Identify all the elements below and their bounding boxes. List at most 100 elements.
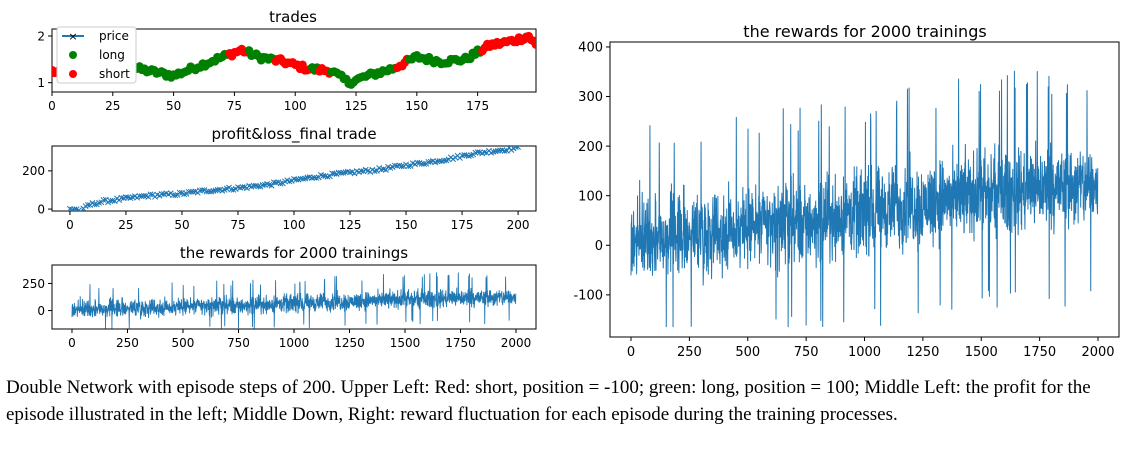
pnl-point bbox=[371, 168, 378, 175]
pnl-xtick-label: 100 bbox=[283, 218, 306, 232]
pnl-point bbox=[418, 160, 425, 167]
pnl-point bbox=[492, 148, 499, 155]
pnl-point bbox=[320, 172, 327, 179]
rewards-small-series-line bbox=[71, 272, 517, 329]
rewards-small-xtick-label: 0 bbox=[68, 336, 76, 350]
trades-xtick-label: 100 bbox=[284, 99, 307, 113]
pnl-point bbox=[268, 182, 275, 189]
pnl-point bbox=[414, 159, 421, 166]
rewards-large-xtick-label: 1000 bbox=[848, 345, 881, 360]
pnl-ytick-label: 0 bbox=[37, 202, 45, 216]
pnl-point bbox=[293, 176, 300, 183]
rewards-large-xtick-label: 1750 bbox=[1023, 345, 1056, 360]
pnl-point bbox=[107, 197, 114, 204]
pnl-axis-ticks: 0 25 50 75 100 125 150 175 200 0 200 bbox=[22, 164, 529, 232]
pnl-point bbox=[84, 201, 91, 208]
pnl-xtick-label: 25 bbox=[118, 218, 133, 232]
pnl-point bbox=[199, 187, 206, 194]
rewards-large-plot-area bbox=[630, 70, 1099, 328]
rewards-large-ytick-label: 300 bbox=[578, 90, 603, 105]
rewards-large-ytick-label: 0 bbox=[595, 239, 603, 254]
pnl-xtick-label: 125 bbox=[339, 218, 362, 232]
rewards-small-xtick-label: 2000 bbox=[501, 336, 532, 350]
trades-xtick-label: 50 bbox=[166, 99, 181, 113]
short-point bbox=[531, 40, 536, 49]
rewards-large-axis-ticks: 0 250 500 750 1000 1250 1500 1750 2000 -100 0 100 20… bbox=[573, 41, 1114, 360]
pnl-point bbox=[515, 146, 522, 150]
pnl-point bbox=[140, 192, 147, 199]
pnl-point bbox=[490, 148, 497, 155]
pnl-xtick-label: 50 bbox=[174, 218, 189, 232]
legend-long-marker bbox=[69, 51, 77, 59]
pnl-point bbox=[259, 182, 266, 188]
pnl-point bbox=[100, 197, 107, 204]
trades-legend: × price long short bbox=[56, 26, 137, 84]
pnl-point bbox=[461, 152, 468, 158]
figure-caption: Double Network with episode steps of 200… bbox=[6, 377, 1091, 425]
rewards-large-ytick-label: 200 bbox=[578, 140, 603, 155]
rewards-large-xtick-label: 2000 bbox=[1081, 345, 1114, 360]
rewards-small-ytick-label: 250 bbox=[22, 277, 45, 291]
pnl-point bbox=[382, 166, 389, 173]
pnl-point bbox=[122, 194, 129, 201]
rewards-large-ytick-label: 100 bbox=[578, 189, 603, 204]
rewards-large-panel: the rewards for 2000 trainings 0 250 500 75… bbox=[573, 22, 1120, 360]
rewards-large-xtick-label: 1250 bbox=[906, 345, 939, 360]
pnl-point bbox=[434, 158, 441, 165]
rewards-large-xtick-label: 250 bbox=[677, 345, 702, 360]
pnl-point bbox=[176, 189, 183, 196]
pnl-point bbox=[300, 175, 306, 182]
pnl-point bbox=[147, 191, 154, 198]
pnl-point bbox=[190, 188, 197, 195]
pnl-point bbox=[273, 179, 280, 186]
pnl-panel: profit&loss_final trade 0 25 50 75 100 125 150… bbox=[22, 125, 537, 232]
pnl-xtick-label: 0 bbox=[66, 218, 74, 232]
pnl-point bbox=[405, 163, 412, 170]
pnl-point bbox=[181, 191, 188, 198]
rewards-small-title: the rewards for 2000 trainings bbox=[180, 244, 408, 262]
rewards-small-xtick-label: 1250 bbox=[334, 336, 365, 350]
pnl-point bbox=[358, 168, 365, 174]
pnl-point bbox=[210, 187, 217, 194]
pnl-point bbox=[347, 169, 353, 176]
pnl-point bbox=[425, 159, 432, 165]
pnl-point bbox=[109, 197, 116, 204]
legend-short-marker bbox=[69, 70, 77, 78]
pnl-point bbox=[331, 170, 338, 177]
pnl-ytick-label: 200 bbox=[22, 164, 45, 178]
pnl-point bbox=[297, 175, 304, 182]
pnl-point bbox=[421, 160, 427, 167]
rewards-small-xtick-label: 250 bbox=[116, 336, 139, 350]
trades-axes-frame bbox=[51, 28, 537, 93]
trades-xtick-label: 175 bbox=[466, 99, 489, 113]
trades-ytick-label: 2 bbox=[37, 29, 45, 43]
pnl-point bbox=[391, 162, 398, 169]
pnl-point bbox=[71, 206, 78, 211]
pnl-title: profit&loss_final trade bbox=[211, 125, 376, 144]
trades-panel: trades 0 25 50 75 100 125 150 175 1 2 × price lon… bbox=[37, 8, 537, 113]
pnl-point bbox=[73, 206, 80, 211]
trades-xtick-label: 25 bbox=[105, 99, 120, 113]
rewards-small-plot-area bbox=[71, 272, 517, 329]
rewards-large-xtick-label: 0 bbox=[627, 345, 635, 360]
trades-ytick-label: 1 bbox=[37, 76, 45, 90]
rewards-small-xtick-label: 750 bbox=[227, 336, 250, 350]
rewards-small-xtick-label: 1750 bbox=[445, 336, 476, 350]
rewards-small-ytick-label: 0 bbox=[37, 304, 45, 318]
trades-xtick-label: 150 bbox=[405, 99, 428, 113]
pnl-point bbox=[255, 183, 262, 190]
pnl-point bbox=[481, 149, 488, 156]
figure: trades 0 25 50 75 100 125 150 175 1 2 × price lon… bbox=[22, 8, 1120, 360]
rewards-large-title: the rewards for 2000 trainings bbox=[743, 22, 986, 41]
pnl-plot-area bbox=[66, 146, 522, 211]
rewards-large-xtick-label: 1500 bbox=[965, 345, 998, 360]
pnl-xtick-label: 75 bbox=[230, 218, 245, 232]
pnl-point bbox=[78, 209, 85, 211]
pnl-point bbox=[459, 152, 466, 159]
pnl-xtick-label: 150 bbox=[395, 218, 418, 232]
pnl-point bbox=[69, 206, 76, 211]
rewards-small-panel: the rewards for 2000 trainings 0 250 500 75… bbox=[22, 244, 537, 350]
pnl-xtick-label: 200 bbox=[507, 218, 530, 232]
pnl-point bbox=[214, 186, 221, 193]
legend-short-label: short bbox=[99, 67, 130, 81]
